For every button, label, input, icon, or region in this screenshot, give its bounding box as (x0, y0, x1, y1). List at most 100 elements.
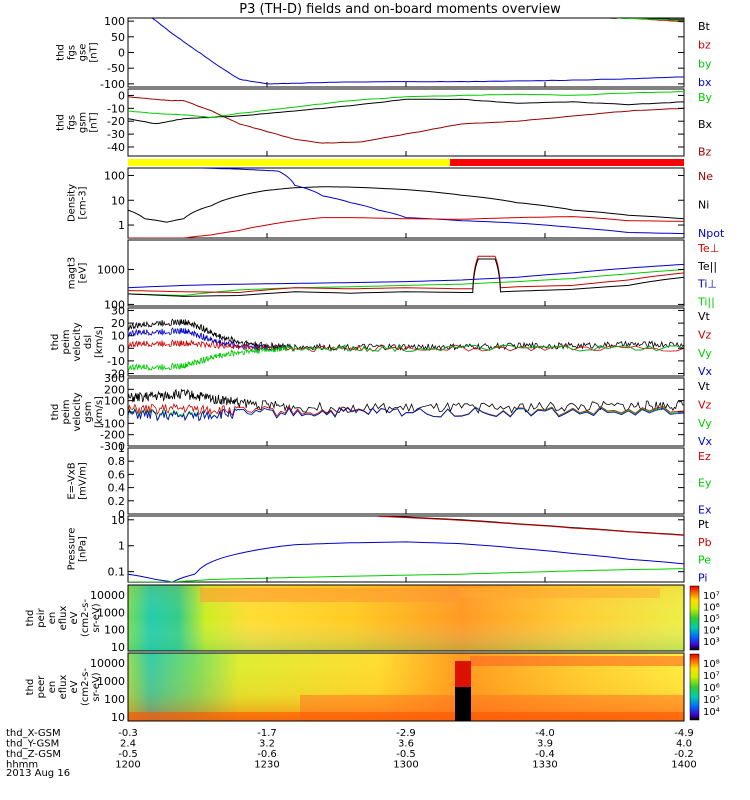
axis-row-value: -4.9 (674, 728, 694, 739)
axis-row-label: thd_X-GSM (6, 728, 61, 739)
panel-7: 10.80.60.40.20 E=-VxB [mV/m] Ez Ey Ex (67, 442, 712, 521)
legend-entry: Ti⊥ (697, 278, 717, 291)
y-tick-label: -10 (107, 355, 125, 368)
colorbar-tick-label: 10⁶ (703, 683, 720, 694)
series-line-Bz (128, 96, 684, 144)
y-axis-label-line: eflux (58, 675, 69, 700)
y-axis-label-line: peir (36, 607, 47, 627)
date-label: 2013 Aug 16 (6, 768, 70, 779)
legend-entry: Vz (698, 398, 712, 411)
y-tick-label: 300 (104, 372, 125, 385)
y-axis-label-line: fgs (67, 115, 78, 130)
y-axis-label-line: magt3 (67, 257, 78, 290)
electron-gap-black (455, 687, 471, 721)
y-tick-label: 0.2 (108, 495, 126, 508)
ion-spectrogram-band (200, 588, 460, 602)
y-axis-label: thd peim velocity dsl [km/s] (50, 322, 105, 361)
legend-entry: Ey (698, 477, 712, 490)
series-group (128, 91, 684, 144)
series-group (151, 18, 684, 85)
y-tick-label: -200 (100, 429, 125, 442)
series-line-Vt (128, 318, 684, 352)
y-axis-label-line: (cm2-s- (80, 668, 91, 706)
legend-entry: Vt (698, 380, 711, 393)
colorbar-tick-label: 10⁵ (703, 695, 720, 706)
legend-entry: Vy (698, 417, 712, 430)
y-tick-label: 10 (111, 711, 125, 724)
panel-4: 1000 100 magt3 [eV] Te⊥ Te|| Ti⊥ Ti|| (67, 239, 719, 311)
legend-entry: Ne (698, 170, 713, 183)
legend-entry: Ti|| (697, 295, 715, 308)
legend-entry: Vx (698, 365, 713, 378)
y-tick-label: 20 (111, 317, 125, 330)
axis-row-value: 1300 (393, 760, 418, 771)
axis-row-value: 4.0 (676, 739, 692, 750)
y-axis-label: thd peim velocity gsm [km/s] (50, 392, 105, 431)
legend-entry: Npot (698, 227, 725, 240)
series-line-Vt (128, 388, 684, 414)
axis-row-value: -0.5 (396, 749, 416, 760)
y-tick-label: 30 (111, 305, 125, 318)
y-tick-label: 0.4 (108, 482, 126, 495)
axis-row-value: 3.2 (259, 739, 275, 750)
electron-bottom-band (128, 712, 684, 721)
series-group (128, 388, 684, 422)
axis-row-value: -0.3 (118, 728, 138, 739)
y-tick-label: 0 (118, 47, 125, 60)
legend-entry: Ez (698, 450, 711, 463)
colorbar-tick-label: 10⁸ (703, 659, 720, 670)
series-line-Npot (200, 168, 684, 235)
series-line-Te⊥ (128, 255, 684, 294)
legend-entry: Vx (698, 435, 713, 448)
y-axis-label-line: peim (61, 399, 72, 424)
colorbar-electrons (689, 653, 700, 721)
colorbar-tick-label: 10⁷ (703, 671, 720, 682)
y-tick-label: 1 (118, 442, 125, 455)
y-tick-label: 0.1 (108, 566, 126, 579)
colorbar-tick-label: 10⁷ (703, 591, 720, 602)
y-axis-label-line: [km/s] (94, 396, 105, 428)
axis-row-value: -0.2 (674, 749, 694, 760)
panel-3: 100 10 1 Density [cm-3] Ne Ni Npot (67, 167, 725, 240)
y-tick-label: 0.8 (108, 455, 126, 468)
panel-frame (127, 377, 685, 447)
legend-entry: Ex (698, 503, 712, 516)
legend-entry: Pe (698, 554, 711, 567)
series-line-Ni (128, 186, 684, 223)
colorbar-tick-label: 10⁴ (703, 626, 720, 637)
ion-spectrogram-band-2 (460, 588, 660, 598)
y-axis-label-line: velocity (72, 322, 83, 361)
y-tick-label: 10 (111, 194, 125, 207)
y-tick-label: 0.6 (108, 468, 126, 481)
panel-frame (127, 167, 685, 239)
y-axis-label-line: [cm-3] (78, 186, 89, 219)
y-tick-label: -40 (107, 141, 125, 154)
y-axis-label-line: thd (50, 404, 61, 421)
y-axis-label-line: eV (69, 611, 80, 624)
series-group (128, 516, 684, 582)
y-axis-label-line: thd (25, 610, 36, 627)
series-line-Ti⊥ (128, 263, 684, 289)
y-tick-label: 100 (104, 15, 125, 28)
heatmap-panel-ions (127, 584, 685, 652)
y-tick-label: 10 (111, 330, 125, 343)
series-line-Te|| (128, 258, 684, 297)
y-axis-label: thd fgs gse [nT] (56, 42, 100, 62)
y-tick-label: 100 (104, 298, 125, 311)
y-axis-label-line: Pressure (67, 528, 78, 571)
axis-row-value: 1230 (254, 760, 279, 771)
y-axis-label-line: sr-eV) (91, 672, 102, 701)
axis-row-value: 1200 (115, 760, 140, 771)
y-axis-label-line: peim (61, 329, 72, 354)
series-line-Pb (378, 516, 684, 536)
y-axis-label-line: velocity (72, 392, 83, 431)
series-line-Ne (128, 216, 684, 238)
y-axis-label: Pressure [nPa] (67, 528, 89, 571)
electron-high-energy-band (470, 656, 684, 666)
y-tick-label: 0 (118, 89, 125, 102)
axis-row-value: 3.6 (398, 739, 414, 750)
legend-entry: Vt (698, 310, 711, 323)
